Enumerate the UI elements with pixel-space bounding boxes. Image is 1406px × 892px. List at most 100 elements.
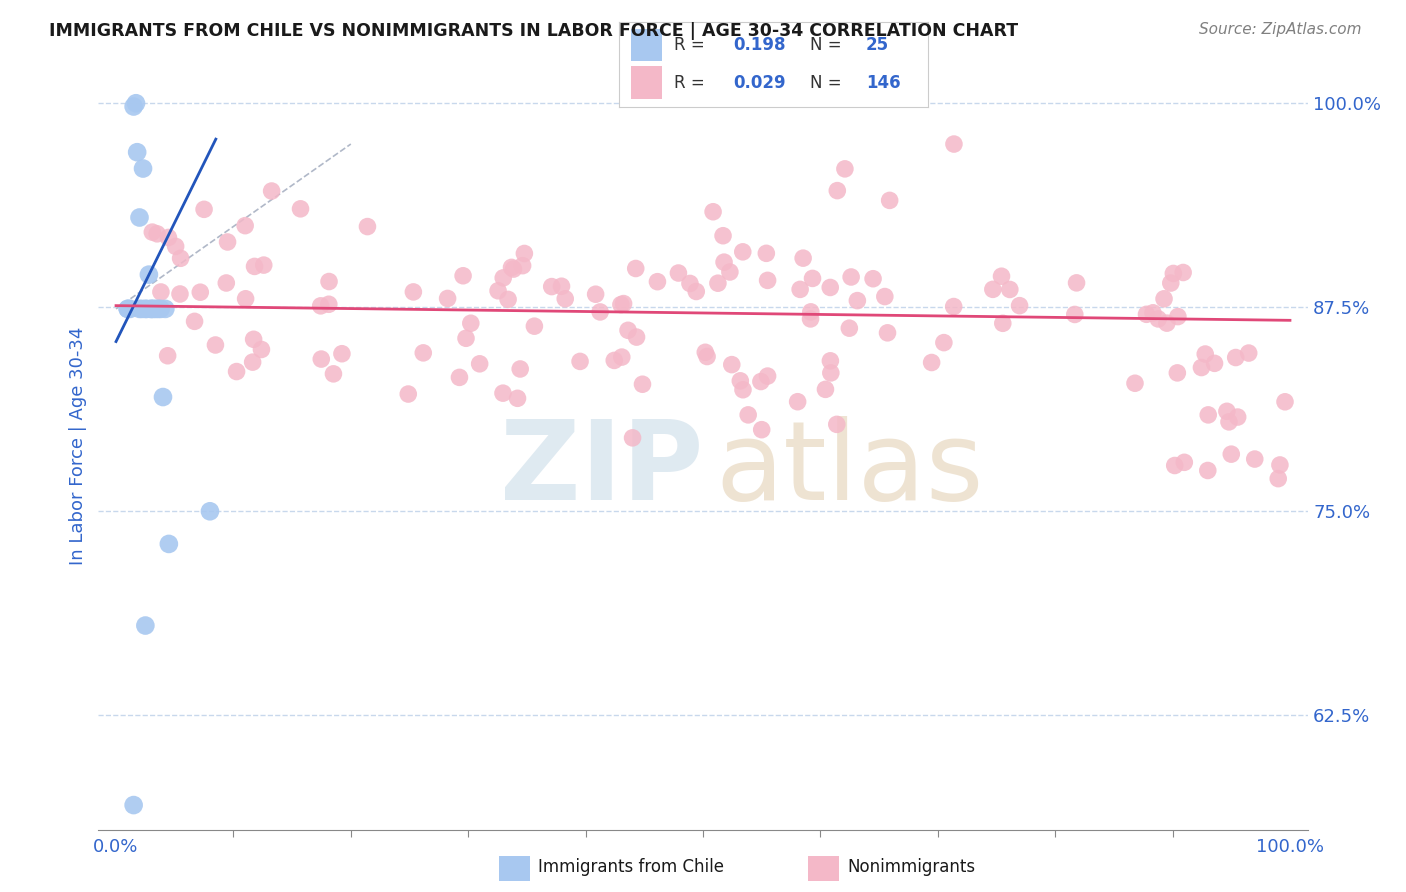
Point bbox=[1008, 299, 1031, 313]
Point bbox=[512, 259, 534, 273]
Point bbox=[1226, 410, 1249, 425]
Point bbox=[486, 284, 509, 298]
Point bbox=[122, 99, 145, 113]
Point bbox=[730, 374, 752, 388]
Point bbox=[540, 279, 562, 293]
Point bbox=[509, 362, 531, 376]
Point bbox=[183, 314, 205, 328]
Point bbox=[120, 301, 142, 316]
Point bbox=[834, 161, 856, 176]
Point bbox=[122, 798, 145, 813]
Point bbox=[1218, 415, 1240, 429]
Point bbox=[624, 261, 647, 276]
Point bbox=[501, 260, 523, 275]
Point bbox=[1173, 265, 1195, 279]
Point bbox=[720, 358, 742, 372]
Point bbox=[460, 316, 482, 330]
Point bbox=[242, 355, 264, 369]
Point bbox=[846, 293, 869, 308]
Point bbox=[839, 270, 862, 285]
Point bbox=[142, 301, 165, 316]
Text: 146: 146 bbox=[866, 74, 901, 92]
Point bbox=[1123, 376, 1146, 391]
Text: IMMIGRANTS FROM CHILE VS NONIMMIGRANTS IN LABOR FORCE | AGE 30-34 CORRELATION CH: IMMIGRANTS FROM CHILE VS NONIMMIGRANTS I… bbox=[49, 22, 1018, 40]
Point bbox=[125, 96, 148, 111]
Point bbox=[128, 211, 150, 225]
Point bbox=[149, 301, 172, 316]
Point bbox=[613, 296, 636, 310]
Point bbox=[250, 343, 273, 357]
Point bbox=[827, 184, 849, 198]
Point bbox=[631, 377, 654, 392]
Point bbox=[492, 386, 515, 401]
Point bbox=[756, 273, 779, 287]
Point bbox=[169, 287, 191, 301]
Text: Nonimmigrants: Nonimmigrants bbox=[848, 858, 976, 876]
Point bbox=[135, 301, 157, 316]
Point bbox=[1063, 308, 1085, 322]
Text: 0.198: 0.198 bbox=[733, 37, 786, 54]
Point bbox=[217, 235, 239, 249]
Point bbox=[1135, 307, 1157, 321]
Point bbox=[554, 292, 576, 306]
Point bbox=[755, 246, 778, 260]
Point bbox=[932, 335, 955, 350]
Point bbox=[169, 252, 191, 266]
Bar bbox=[631, 29, 662, 62]
Point bbox=[1173, 455, 1195, 469]
Point bbox=[148, 301, 170, 316]
Point bbox=[569, 354, 592, 368]
Point bbox=[981, 282, 1004, 296]
Point bbox=[711, 228, 734, 243]
Point bbox=[818, 280, 841, 294]
Point bbox=[731, 383, 754, 397]
Point bbox=[225, 365, 247, 379]
Point bbox=[825, 417, 848, 432]
Point bbox=[1274, 394, 1296, 409]
Text: R =: R = bbox=[675, 37, 704, 54]
Point bbox=[138, 268, 160, 282]
Point bbox=[991, 316, 1014, 330]
Point bbox=[1191, 360, 1213, 375]
Point bbox=[731, 244, 754, 259]
Point bbox=[1166, 366, 1188, 380]
Point bbox=[141, 301, 163, 316]
Point bbox=[523, 319, 546, 334]
Point bbox=[696, 350, 718, 364]
Point bbox=[141, 225, 163, 239]
Point bbox=[1225, 351, 1247, 365]
Point bbox=[330, 347, 353, 361]
Point bbox=[396, 387, 419, 401]
Point bbox=[617, 323, 640, 337]
Point bbox=[132, 161, 155, 176]
Point bbox=[585, 287, 607, 301]
Point bbox=[131, 301, 153, 316]
Point bbox=[198, 504, 221, 518]
Point bbox=[1147, 312, 1170, 326]
Point bbox=[506, 392, 529, 406]
Point bbox=[402, 285, 425, 299]
Point bbox=[436, 292, 458, 306]
Point bbox=[152, 390, 174, 404]
Point bbox=[702, 204, 724, 219]
Point bbox=[1163, 267, 1185, 281]
Point bbox=[1160, 276, 1182, 290]
Point bbox=[756, 369, 779, 384]
Point bbox=[695, 345, 717, 359]
Point bbox=[134, 301, 156, 316]
Point bbox=[610, 350, 633, 364]
Text: R =: R = bbox=[675, 74, 704, 92]
Point bbox=[356, 219, 378, 234]
Point bbox=[749, 375, 772, 389]
Point bbox=[243, 260, 266, 274]
Point bbox=[233, 219, 256, 233]
Text: 25: 25 bbox=[866, 37, 889, 54]
Point bbox=[496, 293, 519, 307]
Point bbox=[610, 297, 633, 311]
Point bbox=[786, 394, 808, 409]
Point bbox=[589, 305, 612, 319]
Y-axis label: In Labor Force | Age 30-34: In Labor Force | Age 30-34 bbox=[69, 326, 87, 566]
Point bbox=[942, 136, 965, 151]
Point bbox=[193, 202, 215, 217]
Point bbox=[603, 353, 626, 368]
